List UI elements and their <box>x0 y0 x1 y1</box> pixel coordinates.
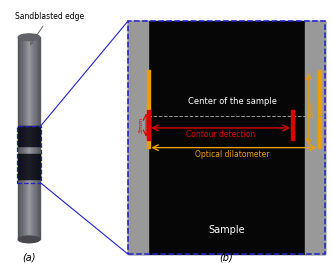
Bar <box>32 155 33 179</box>
Bar <box>27 155 28 179</box>
Bar <box>305 21 325 254</box>
Text: Sample: Sample <box>208 225 245 235</box>
Bar <box>17 126 41 183</box>
Bar <box>30 126 31 146</box>
Bar <box>36 37 37 239</box>
Bar <box>24 126 25 146</box>
Ellipse shape <box>18 236 40 243</box>
Bar <box>35 126 36 146</box>
Bar <box>28 126 29 146</box>
Text: 6mm: 6mm <box>309 101 315 117</box>
Bar <box>128 21 325 254</box>
Bar <box>26 37 27 239</box>
Bar <box>24 155 25 179</box>
Bar <box>29 126 30 146</box>
Bar <box>32 126 33 146</box>
Text: Center of the sample: Center of the sample <box>188 97 277 106</box>
Bar <box>33 155 35 179</box>
Bar <box>35 37 36 239</box>
Bar <box>291 110 294 140</box>
Bar <box>35 155 36 179</box>
Bar <box>147 70 150 148</box>
Bar <box>37 155 38 179</box>
Bar <box>37 126 38 146</box>
Bar <box>39 126 40 146</box>
Text: 3mm: 3mm <box>138 117 143 133</box>
Bar <box>38 37 39 239</box>
Text: Contour detection: Contour detection <box>186 130 255 139</box>
Bar <box>31 37 32 239</box>
Bar <box>28 37 29 239</box>
Bar <box>37 37 38 239</box>
Bar <box>22 37 23 239</box>
Bar <box>38 155 39 179</box>
Bar <box>33 37 35 239</box>
Bar <box>26 155 27 179</box>
Ellipse shape <box>18 34 40 41</box>
Bar <box>33 126 35 146</box>
Bar <box>39 37 40 239</box>
Bar <box>36 155 37 179</box>
Bar <box>18 155 19 179</box>
Bar <box>22 155 23 179</box>
Bar <box>31 126 32 146</box>
Bar <box>19 155 21 179</box>
Text: Optical dilatometer: Optical dilatometer <box>195 150 270 159</box>
Bar <box>25 37 26 239</box>
Bar <box>31 155 32 179</box>
Bar <box>128 21 325 254</box>
Bar <box>19 126 21 146</box>
Bar <box>38 126 39 146</box>
Bar <box>128 21 148 254</box>
Bar <box>30 155 31 179</box>
Text: Sandblasted edge: Sandblasted edge <box>15 12 84 45</box>
Bar <box>19 37 21 239</box>
Bar <box>25 126 26 146</box>
Bar <box>24 37 25 239</box>
Bar <box>27 126 28 146</box>
Bar <box>27 37 28 239</box>
Bar <box>32 37 33 239</box>
Bar <box>22 126 23 146</box>
Bar <box>21 126 22 146</box>
Bar <box>147 110 150 140</box>
Bar <box>18 126 19 146</box>
Bar <box>26 126 27 146</box>
Bar <box>23 155 24 179</box>
Bar <box>25 155 26 179</box>
Bar <box>23 37 24 239</box>
Bar <box>39 155 40 179</box>
Text: (a): (a) <box>23 252 36 262</box>
Bar <box>30 37 31 239</box>
Bar <box>29 37 30 239</box>
Text: (b): (b) <box>219 252 233 262</box>
Bar <box>21 37 22 239</box>
Bar <box>36 126 37 146</box>
Bar <box>21 155 22 179</box>
Bar <box>318 70 321 148</box>
Bar <box>18 37 19 239</box>
Bar <box>28 155 29 179</box>
Bar <box>29 155 30 179</box>
Bar <box>23 126 24 146</box>
